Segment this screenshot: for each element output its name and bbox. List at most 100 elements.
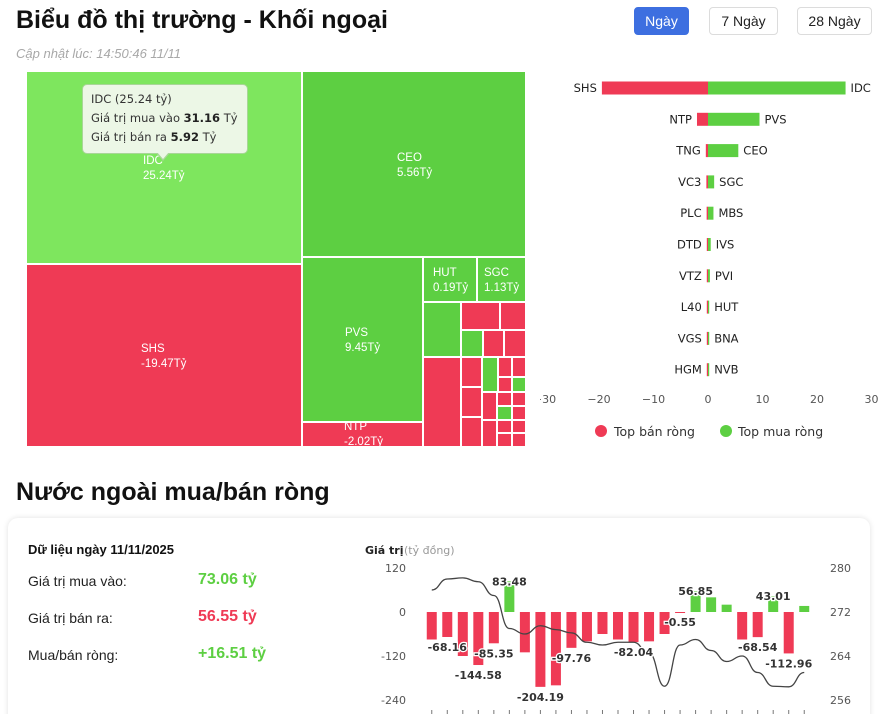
net-sell-bar [783,612,794,654]
y-tick-label: -240 [381,694,406,707]
range-7days-button[interactable]: 7 Ngày [709,7,778,35]
treemap-tile[interactable] [512,377,526,392]
buy-bar [708,300,710,314]
buy-stock-label: NVB [714,363,738,377]
buy-bar [708,144,739,158]
treemap-tile[interactable] [423,357,461,447]
tile-value: 9.45Tỷ [345,342,381,354]
treemap-tile[interactable] [498,377,512,392]
treemap-tile[interactable] [461,357,482,387]
net-sell-bar [644,612,655,642]
section-title: Nước ngoài mua/bán ròng [16,478,330,506]
treemap-tile-ntp[interactable]: NTP -2.02Tỷ [302,421,423,448]
legend-buy-label: Top mua ròng [737,424,823,439]
net-buy-bar [768,596,779,612]
treemap-tile[interactable] [482,420,497,447]
buy-value: 73.06 tỷ [198,571,257,588]
treemap-tile[interactable] [512,406,526,420]
sell-bar [706,269,708,283]
treemap-tile[interactable] [498,357,512,377]
range-day-button[interactable]: Ngày [634,7,689,35]
treemap-tile[interactable] [512,433,526,447]
net-sell-bar [675,612,686,613]
buy-stock-label: IVS [716,238,735,252]
treemap-tile[interactable] [461,330,483,357]
net-sell-bar [442,612,453,637]
treemap-tile[interactable] [497,392,512,406]
tooltip-buy-label: Giá trị mua vào [91,111,180,125]
tooltip-unit: Tỷ [223,111,238,125]
tile-value: -2.02Tỷ [344,436,383,448]
net-sell-bar [488,612,499,644]
net-buy-bar [690,591,701,612]
treemap-tile[interactable] [461,387,482,417]
buy-stock-label: PVS [765,112,787,126]
tile-code: PVS [345,327,369,339]
treemap-tile[interactable] [512,357,526,377]
treemap-tile[interactable] [504,330,526,357]
data-label: -97.76 [552,652,592,665]
data-label: 43.01 [756,590,791,603]
treemap-tile[interactable] [500,302,526,330]
sell-stock-label: TNG [675,144,701,158]
treemap-tile[interactable] [497,406,512,420]
treemap-tile-shs[interactable]: SHS -19.47Tỷ [26,264,302,447]
sell-bar [706,206,708,220]
tile-code: SHS [141,343,165,355]
treemap-tile-ceo[interactable]: CEO 5.56Tỷ [302,71,526,257]
tooltip-arrow-fill [157,152,169,159]
buy-bar [708,269,710,283]
treemap-tile-hut[interactable]: HUT 0.19Tỷ [423,257,477,302]
range-28days-button[interactable]: 28 Ngày [797,7,872,35]
treemap-tile[interactable] [512,420,526,433]
sell-stock-label: VGS [678,331,702,345]
net-buy-bar [799,605,810,612]
treemap-tile[interactable] [483,330,504,357]
sell-bar [706,175,708,189]
x-tick-label: 0 [705,393,712,406]
x-tick-label: 10 [756,393,770,406]
treemap-tile[interactable] [497,420,512,433]
treemap-tile[interactable] [423,302,461,357]
page-title: Biểu đồ thị trường - Khối ngoại [16,6,388,34]
data-label: -144.58 [455,669,502,682]
sell-bar [706,363,708,377]
y-tick-label: 120 [385,562,406,575]
tooltip-title: IDC (25.24 tỷ) [91,92,172,106]
data-label: -68.16 [428,641,468,654]
treemap-tile[interactable] [497,433,512,447]
sell-bar [706,331,708,345]
net-sell-bar [659,612,670,634]
data-label: -112.96 [765,657,812,670]
net-sell-bar [550,612,561,686]
y-tick-label: -120 [381,650,406,663]
treemap-tile-sgc[interactable]: SGC 1.13Tỷ [477,257,526,302]
sell-stock-label: VC3 [678,175,701,189]
buy-bar [708,363,710,377]
sell-value: 56.55 tỷ [198,608,257,625]
tile-value: 0.19Tỷ [433,282,469,294]
buy-stock-label: SGC [719,175,743,189]
sell-bar [705,144,708,158]
y2-tick-label: 264 [830,650,851,663]
treemap-tile[interactable] [461,302,500,330]
y-tick-label: 0 [399,606,406,619]
data-date: Dữ liệu ngày 11/11/2025 [28,542,175,557]
net-sell-bar [426,612,437,640]
x-tick-label: 20 [810,393,824,406]
treemap-tile[interactable] [482,357,498,392]
sell-stock-label: L40 [681,300,702,314]
net-sell-bar [737,612,748,640]
treemap-tile-pvs[interactable]: PVS 9.45Tỷ [302,257,423,422]
tooltip-sell-value: 5.92 [170,130,199,144]
buy-bar [708,206,714,220]
sell-stock-label: VTZ [679,269,702,283]
treemap-tile[interactable] [512,392,526,406]
treemap-tile[interactable] [482,392,497,420]
y-axis-title: Giá trị [365,544,404,557]
legend-sell-label: Top bán ròng [613,424,695,439]
treemap-tile[interactable] [461,417,482,447]
sell-bar [706,238,708,251]
update-timestamp: Cập nhật lúc: 14:50:46 11/11 [16,46,182,61]
net-sell-bar [535,612,546,687]
